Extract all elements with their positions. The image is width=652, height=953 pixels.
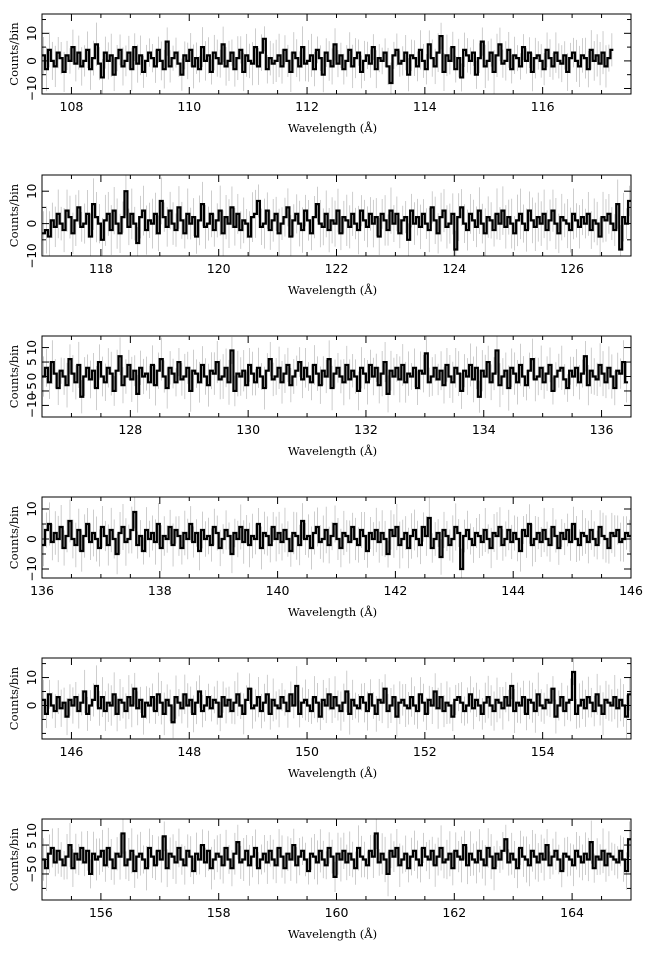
x-tick-label: 152 [413,744,437,759]
y-ticks [42,663,631,734]
y-axis-label: Counts/bin [7,827,21,891]
y-tick-label: −5 [25,382,39,400]
y-axis-label: Counts/bin [7,505,21,569]
x-tick-label: 158 [207,905,231,920]
x-axis-label: Wavelength (Å) [288,283,377,297]
y-axis-label: Counts/bin [7,666,21,730]
x-axis-label: Wavelength (Å) [288,605,377,619]
x-tick-label: 114 [413,99,437,114]
y-tick-label: 5 [25,841,39,849]
chart-panel: 108 110 112 114 116 −10 0 10 Wavelength (Å) Count… [7,13,632,135]
x-tick-label: 126 [560,261,584,276]
plot-area [42,819,631,897]
x-tick-label: 162 [442,905,466,920]
spectrum-line [42,670,631,724]
plot-area [42,497,631,578]
y-ticks [42,347,631,406]
x-tick-label: 132 [354,422,378,437]
spectrum-line [42,510,631,571]
x-tick-label: 136 [590,422,614,437]
y-tick-label: 0 [25,373,39,381]
x-tick-label: 108 [60,99,84,114]
x-tick-label: 130 [236,422,260,437]
x-tick-label: 136 [30,583,54,598]
x-axis-label: Wavelength (Å) [288,927,377,941]
x-tick-label: 146 [60,744,84,759]
x-tick-label: 120 [207,261,231,276]
y-axis-label: Counts/bin [7,22,21,86]
plot-area [42,22,614,94]
y-ticks [42,174,631,257]
x-ticks [41,819,632,900]
x-axis-label: Wavelength (Å) [288,444,377,458]
spectrum-line [42,349,629,398]
x-tick-label: 144 [501,583,525,598]
x-ticks [41,175,632,256]
y-tick-label: 0 [25,57,39,65]
chart-panel: 146 148 150 152 154 0 10 Wavelength (Å) Counts/b… [7,657,632,780]
chart-panel: 136 138 140 142 144 146 −10 0 10 Wavelength (Å) Co… [7,496,643,619]
y-tick-label: 10 [25,501,39,516]
y-tick-label: 10 [25,340,39,355]
y-tick-label: −10 [25,556,39,581]
x-tick-label: 156 [89,905,113,920]
y-tick-label: 5 [25,358,39,366]
x-tick-label: 146 [619,583,643,598]
y-tick-label: 10 [25,184,39,199]
spectrum-line [42,832,631,878]
y-tick-label: 10 [25,823,39,838]
plot-area [42,175,631,256]
y-axis-label: Counts/bin [7,183,21,247]
x-axis-label: Wavelength (Å) [288,121,377,135]
y-tick-label: −10 [25,243,39,268]
spectrum-line [42,190,631,251]
x-tick-label: 160 [325,905,349,920]
y-tick-label: 10 [25,670,39,685]
spectrum-line [42,34,614,85]
x-tick-label: 164 [560,905,584,920]
x-tick-label: 150 [295,744,319,759]
x-tick-label: 122 [325,261,349,276]
x-tick-label: 154 [531,744,555,759]
y-ticks [42,508,631,570]
y-tick-label: 0 [25,702,39,710]
x-tick-label: 134 [472,422,496,437]
y-tick-label: −10 [25,393,39,418]
x-tick-label: 148 [177,744,201,759]
y-tick-label: 10 [25,26,39,41]
y-tick-label: 0 [25,856,39,864]
x-axis-label: Wavelength (Å) [288,766,377,780]
x-tick-label: 138 [148,583,172,598]
x-tick-label: 112 [295,99,319,114]
plot-area [42,658,631,739]
error-bars [43,22,613,94]
y-tick-label: 0 [25,220,39,228]
x-ticks [41,497,632,578]
x-tick-label: 140 [266,583,290,598]
x-tick-label: 118 [89,261,113,276]
y-tick-label: 0 [25,535,39,543]
y-axis-label: Counts/bin [7,344,21,408]
x-tick-label: 124 [442,261,466,276]
y-tick-label: −5 [25,865,39,883]
x-tick-label: 142 [383,583,407,598]
x-tick-label: 128 [118,422,142,437]
y-tick-label: −10 [25,76,39,101]
chart-panel: 128 130 132 134 136 −10−50 5 10 Wavelength (Å) Co… [7,335,632,458]
chart-panel: 118 120 122 124 126 −10 0 10 Wavelength (Å) Count… [7,174,632,297]
y-ticks [42,19,631,89]
x-tick-label: 110 [177,99,201,114]
x-ticks [41,336,632,417]
x-ticks [41,14,632,94]
x-ticks [41,658,632,739]
chart-panel: 156 158 160 162 164 −50 5 10 Wavelength (Å) Count… [7,818,632,941]
x-tick-label: 116 [531,99,555,114]
plot-area [42,336,629,414]
y-ticks [42,830,631,889]
